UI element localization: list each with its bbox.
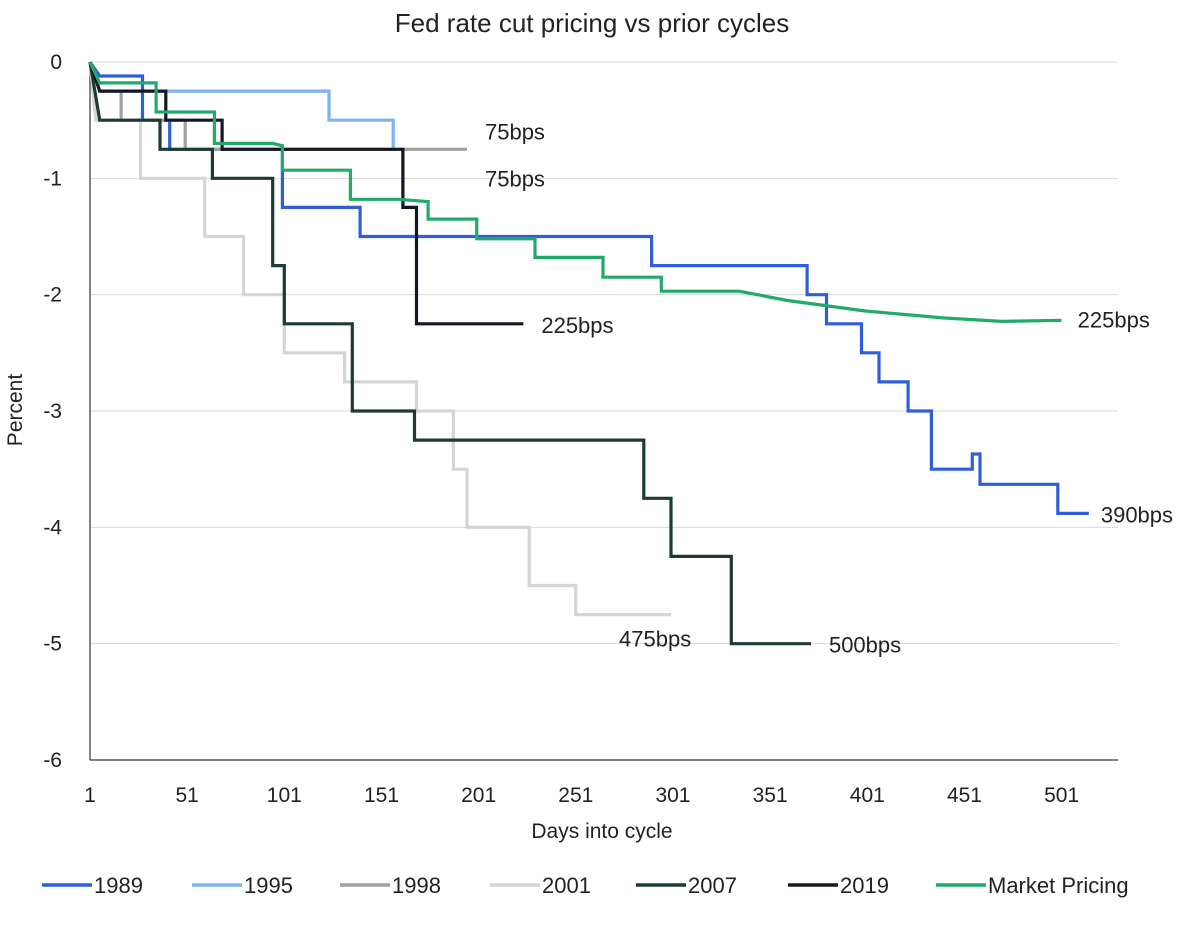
y-tick-label: -4 <box>43 516 62 539</box>
y-tick-label: -5 <box>43 633 62 656</box>
end-label-2019: 225bps <box>541 313 613 338</box>
end-label-1998: 75bps <box>485 119 545 144</box>
x-tick-label: 51 <box>175 784 198 807</box>
y-tick-label: -1 <box>43 167 62 190</box>
y-axis-label: Percent <box>4 374 27 447</box>
legend-item-1995: 1995 <box>192 873 293 898</box>
x-tick-label: 101 <box>267 784 302 807</box>
y-tick-label: -2 <box>43 284 62 307</box>
x-tick-label: 151 <box>364 784 399 807</box>
end-labels: 390bps 75bps 475bps 500bps 225bps 225bps 75bps <box>485 119 1173 657</box>
y-tick-label: 0 <box>50 51 62 74</box>
legend: 1989 1995 1998 2001 2007 2019 Market Pricing <box>42 873 1129 898</box>
end-label-1995: 75bps <box>485 166 545 191</box>
legend-label: 2019 <box>840 873 889 898</box>
end-label-1989: 390bps <box>1101 502 1173 527</box>
x-tick-label: 451 <box>947 784 982 807</box>
series-lines <box>88 61 1089 646</box>
legend-item-market-pricing: Market Pricing <box>936 873 1129 898</box>
end-label-market-pricing: 225bps <box>1078 307 1150 332</box>
x-tick-label: 201 <box>461 784 496 807</box>
x-tick-label: 1 <box>84 784 96 807</box>
y-tick-label: -3 <box>43 400 62 423</box>
x-tick-label: 351 <box>753 784 788 807</box>
y-tick-label: -6 <box>43 749 62 772</box>
legend-item-2019: 2019 <box>788 873 889 898</box>
grid <box>90 61 1118 761</box>
legend-item-2001: 2001 <box>490 873 591 898</box>
legend-item-1989: 1989 <box>42 873 143 898</box>
chart-title: Fed rate cut pricing vs prior cycles <box>395 8 789 38</box>
end-label-2001: 475bps <box>619 627 691 652</box>
legend-label: 2001 <box>542 873 591 898</box>
x-axis-label: Days into cycle <box>531 820 672 843</box>
x-tick-label: 251 <box>558 784 593 807</box>
series-line-2007 <box>88 61 811 646</box>
legend-label: 1995 <box>244 873 293 898</box>
x-tick-label: 301 <box>655 784 690 807</box>
series-line-2001 <box>88 61 671 617</box>
legend-label: 1989 <box>94 873 143 898</box>
series-line-1989 <box>88 61 1089 515</box>
axes: 0-1-2-3-4-5-61 51 101 151 201 251 301 351 401 451… <box>43 51 1118 807</box>
legend-label: 1998 <box>392 873 441 898</box>
end-label-2007: 500bps <box>829 633 901 658</box>
series-line-market-pricing <box>88 61 1062 324</box>
legend-item-1998: 1998 <box>340 873 441 898</box>
series-line-1998 <box>88 61 467 151</box>
legend-item-2007: 2007 <box>636 873 737 898</box>
x-tick-label: 501 <box>1044 784 1079 807</box>
legend-label: 2007 <box>688 873 737 898</box>
x-tick-label: 401 <box>850 784 885 807</box>
series-line-2019 <box>88 61 524 326</box>
legend-label: Market Pricing <box>988 873 1129 898</box>
